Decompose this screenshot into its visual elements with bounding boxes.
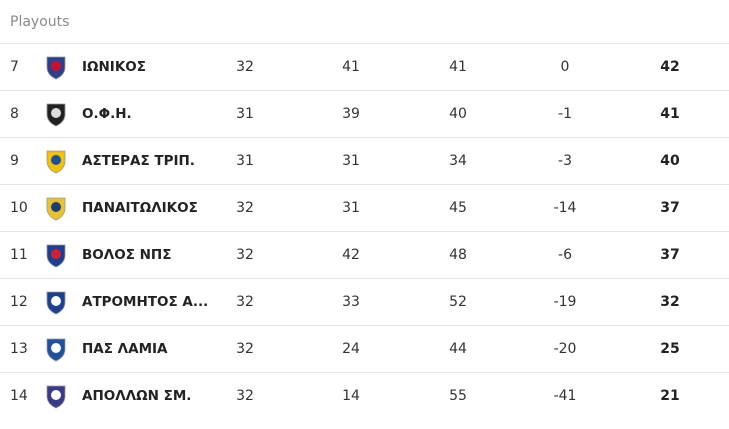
team-logo <box>42 147 70 175</box>
team-row: 9 ΑΣΤΕΡΑΣ ΤΡΙΠ. 31 31 34 -3 40 <box>0 138 729 185</box>
team-name: ΙΩΝΙΚΟΣ <box>82 59 146 75</box>
team-name: ΑΠΟΛΛΩΝ ΣΜ. <box>82 388 192 404</box>
team-name: ΑΣΤΕΡΑΣ ΤΡΙΠ. <box>82 153 195 169</box>
team-logo <box>42 241 70 269</box>
team-name: ΠΑΣ ΛΑΜΙΑ <box>82 341 168 357</box>
played: 32 <box>236 388 254 404</box>
rank: 11 <box>10 247 28 263</box>
played: 32 <box>236 59 254 75</box>
points: 21 <box>660 388 680 404</box>
logo-icon <box>46 244 66 268</box>
goals-for: 39 <box>342 106 360 122</box>
team-row: 7 ΙΩΝΙΚΟΣ 32 41 41 0 42 <box>0 44 729 91</box>
goals-for: 31 <box>342 153 360 169</box>
goals-against: 40 <box>449 106 467 122</box>
points: 41 <box>660 106 680 122</box>
rank: 7 <box>10 59 19 75</box>
rank: 12 <box>10 294 28 310</box>
goal-diff: -41 <box>553 388 577 404</box>
goals-against: 55 <box>449 388 467 404</box>
logo-icon <box>46 338 66 362</box>
team-row: 10 ΠΑΝΑΙΤΩΛΙΚΟΣ 32 31 45 -14 37 <box>0 185 729 232</box>
team-logo <box>42 335 70 363</box>
team-row: 13 ΠΑΣ ΛΑΜΙΑ 32 24 44 -20 25 <box>0 326 729 373</box>
rows: 7 ΙΩΝΙΚΟΣ 32 41 41 0 42 8 Ο.Φ.Η. 31 39 40 -1 41 9 ΑΣ… <box>0 44 729 419</box>
team-row: 8 Ο.Φ.Η. 31 39 40 -1 41 <box>0 91 729 138</box>
team-row: 12 ΑΤΡΟΜΗΤΟΣ Α... 32 33 52 -19 32 <box>0 279 729 326</box>
points: 37 <box>660 247 680 263</box>
standings-table: Playouts 7 ΙΩΝΙΚΟΣ 32 41 41 0 42 8 Ο.Φ.Η. 31 39 4… <box>0 0 729 419</box>
rank: 13 <box>10 341 28 357</box>
team-logo <box>42 382 70 410</box>
team-logo <box>42 288 70 316</box>
points: 37 <box>660 200 680 216</box>
logo-icon <box>46 150 66 174</box>
goals-against: 41 <box>449 59 467 75</box>
goal-diff: 0 <box>560 59 570 75</box>
played: 31 <box>236 106 254 122</box>
team-name: ΠΑΝΑΙΤΩΛΙΚΟΣ <box>82 200 198 216</box>
goals-for: 24 <box>342 341 360 357</box>
goal-diff: -3 <box>558 153 572 169</box>
rank: 10 <box>10 200 28 216</box>
goals-for: 14 <box>342 388 360 404</box>
goals-for: 31 <box>342 200 360 216</box>
team-logo <box>42 194 70 222</box>
team-row: 11 ΒΟΛΟΣ ΝΠΣ 32 42 48 -6 37 <box>0 232 729 279</box>
points: 40 <box>660 153 680 169</box>
played: 32 <box>236 341 254 357</box>
goals-for: 42 <box>342 247 360 263</box>
goals-for: 41 <box>342 59 360 75</box>
team-name: ΑΤΡΟΜΗΤΟΣ Α... <box>82 294 209 310</box>
goal-diff: -19 <box>553 294 577 310</box>
section-title: Playouts <box>0 0 729 44</box>
team-row: 14 ΑΠΟΛΛΩΝ ΣΜ. 32 14 55 -41 21 <box>0 373 729 419</box>
rank: 8 <box>10 106 19 122</box>
goal-diff: -6 <box>558 247 572 263</box>
goals-against: 44 <box>449 341 467 357</box>
played: 32 <box>236 294 254 310</box>
played: 32 <box>236 200 254 216</box>
rank: 14 <box>10 388 28 404</box>
logo-icon <box>46 56 66 80</box>
logo-icon <box>46 385 66 409</box>
goals-against: 52 <box>449 294 467 310</box>
goals-for: 33 <box>342 294 360 310</box>
points: 42 <box>660 59 680 75</box>
points: 25 <box>660 341 680 357</box>
goals-against: 45 <box>449 200 467 216</box>
team-logo <box>42 53 70 81</box>
points: 32 <box>660 294 680 310</box>
played: 31 <box>236 153 254 169</box>
rank: 9 <box>10 153 19 169</box>
goal-diff: -1 <box>558 106 572 122</box>
played: 32 <box>236 247 254 263</box>
goal-diff: -14 <box>553 200 577 216</box>
goals-against: 48 <box>449 247 467 263</box>
logo-icon <box>46 103 66 127</box>
team-logo <box>42 100 70 128</box>
logo-icon <box>46 197 66 221</box>
goals-against: 34 <box>449 153 467 169</box>
goal-diff: -20 <box>553 341 577 357</box>
team-name: ΒΟΛΟΣ ΝΠΣ <box>82 247 172 263</box>
logo-icon <box>46 291 66 315</box>
team-name: Ο.Φ.Η. <box>82 106 132 122</box>
